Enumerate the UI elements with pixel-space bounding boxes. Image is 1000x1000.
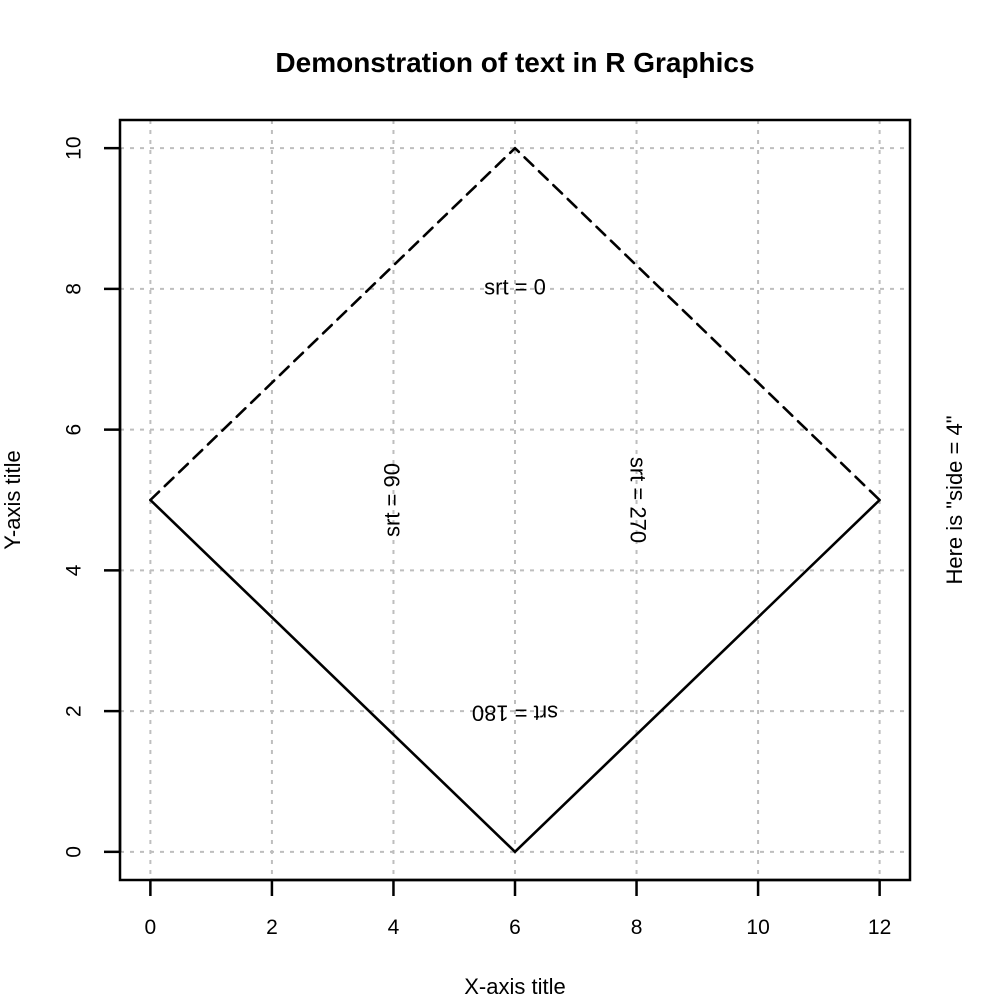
chart-title: Demonstration of text in R Graphics [275, 47, 754, 78]
y-tick-label-2: 4 [63, 564, 86, 576]
x-tick-label-6: 12 [868, 916, 891, 939]
series-line-1 [149, 498, 881, 854]
y-tick-label-5: 10 [63, 136, 86, 159]
annotation-srt-180: srt = 180 [472, 700, 558, 725]
annotation-srt-90: srt = 90 [379, 463, 404, 537]
x-tick-label-2: 4 [388, 916, 400, 939]
text-layer: Demonstration of text in R Graphics X-ax… [0, 47, 967, 999]
x-tick-label-4: 8 [631, 916, 643, 939]
x-tick-label-1: 2 [266, 916, 278, 939]
side-4-label: Here is "side = 4" [942, 415, 967, 584]
annotation-layer: srt = 0 srt = 90 srt = 180 srt = 270 [379, 275, 650, 726]
y-tick-label-1: 2 [63, 705, 86, 717]
grid-layer [120, 120, 910, 880]
annotation-srt-270: srt = 270 [626, 457, 651, 543]
y-tick-label-4: 8 [63, 283, 86, 295]
x-tick-label-3: 6 [509, 916, 521, 939]
series-line-0 [149, 146, 881, 502]
annotation-srt-0: srt = 0 [484, 275, 546, 300]
series-layer [149, 146, 881, 854]
y-axis-title: Y-axis title [0, 450, 25, 549]
x-axis-title: X-axis title [464, 974, 565, 999]
y-tick-label-3: 6 [63, 424, 86, 436]
tick-layer: 0 2 4 6 8 10 12 0 2 4 6 8 10 [63, 136, 892, 939]
x-tick-label-0: 0 [145, 916, 157, 939]
y-tick-label-0: 0 [63, 846, 86, 858]
x-tick-label-5: 10 [746, 916, 769, 939]
